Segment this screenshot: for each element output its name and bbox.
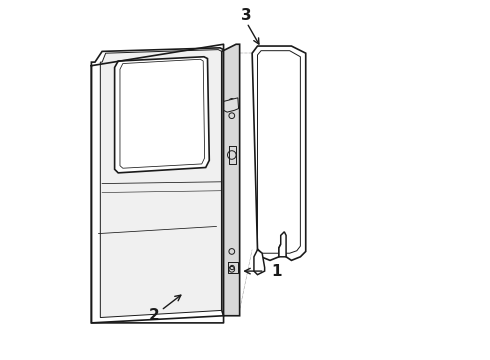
Text: 2: 2	[148, 308, 159, 323]
PathPatch shape	[222, 44, 240, 316]
PathPatch shape	[100, 50, 222, 318]
Text: 1: 1	[272, 264, 282, 279]
Text: 3: 3	[242, 8, 252, 23]
PathPatch shape	[115, 57, 209, 173]
PathPatch shape	[279, 232, 286, 257]
PathPatch shape	[223, 98, 239, 112]
PathPatch shape	[254, 249, 265, 275]
PathPatch shape	[92, 48, 223, 323]
PathPatch shape	[252, 46, 306, 260]
